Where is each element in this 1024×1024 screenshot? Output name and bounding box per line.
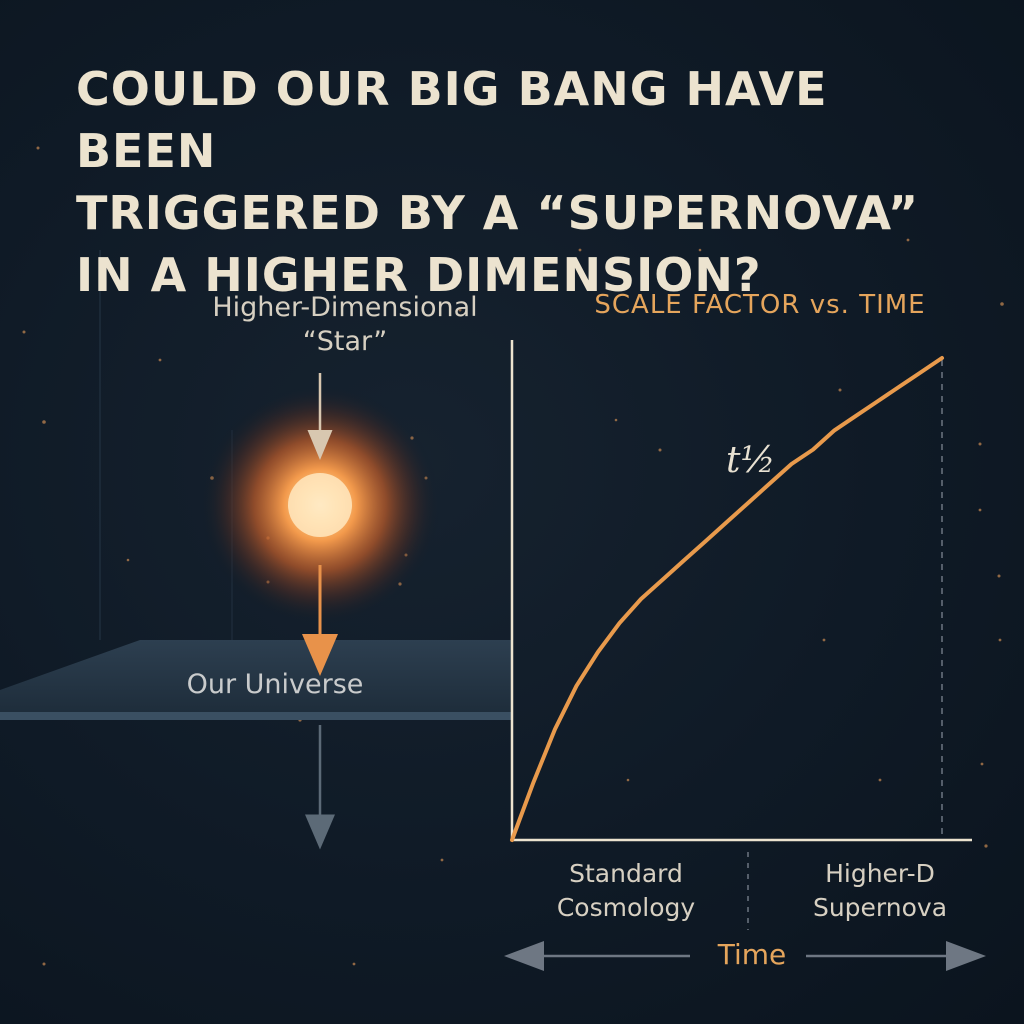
star-dot [878, 778, 882, 782]
page-title: COULD OUR BIG BANG HAVE BEEN TRIGGERED B… [76, 58, 976, 306]
star-dot [352, 962, 356, 966]
star-dot [440, 858, 444, 862]
star-dot [998, 638, 1002, 642]
star-dot [126, 558, 130, 562]
region-label-line: Standard [569, 859, 683, 888]
star-dot [978, 442, 982, 446]
star-dot [1000, 302, 1004, 306]
higher-dimensional-star-label: Higher-Dimensional “Star” [190, 291, 500, 359]
star-dot [614, 418, 618, 422]
universe-brane [0, 640, 512, 712]
star-label-line: “Star” [302, 326, 388, 357]
star-dot [36, 146, 40, 150]
star-dot [578, 248, 582, 252]
title-line: COULD OUR BIG BANG HAVE BEEN [76, 62, 828, 178]
star-dot [42, 420, 46, 424]
star-core [288, 473, 352, 537]
region-label-line: Higher-D [825, 859, 935, 888]
curve-label: t½ [726, 440, 776, 481]
universe-brane-edge [0, 712, 512, 720]
star-dot [978, 508, 982, 512]
star-dot [838, 388, 842, 392]
x-axis-label: Time [717, 938, 787, 971]
region-label-higher-d-supernova: Higher-D Supernova [780, 857, 980, 925]
region-label-line: Supernova [812, 893, 948, 922]
star-label-line: Higher-Dimensional [212, 292, 478, 323]
star-dot [158, 358, 162, 362]
region-label-standard-cosmology: Standard Cosmology [526, 857, 726, 925]
star-dot [42, 962, 46, 966]
star-dot [626, 778, 630, 782]
star-dot [458, 308, 462, 312]
chart-title: SCALE FACTOR vs. TIME [594, 290, 926, 320]
star-dot [984, 844, 988, 848]
title-line: TRIGGERED BY A “SUPERNOVA” [76, 186, 920, 240]
star-dot [22, 330, 26, 334]
our-universe-label: Our Universe [186, 669, 364, 700]
scale-factor-curve [510, 356, 944, 842]
star-dot [906, 238, 910, 242]
region-label-line: Cosmology [556, 893, 696, 922]
star-dot [658, 448, 662, 452]
title-line: IN A HIGHER DIMENSION? [76, 248, 762, 302]
star-dot [980, 762, 984, 766]
star-dot [822, 638, 826, 642]
star-dot [698, 248, 702, 252]
star-dot [997, 574, 1001, 578]
